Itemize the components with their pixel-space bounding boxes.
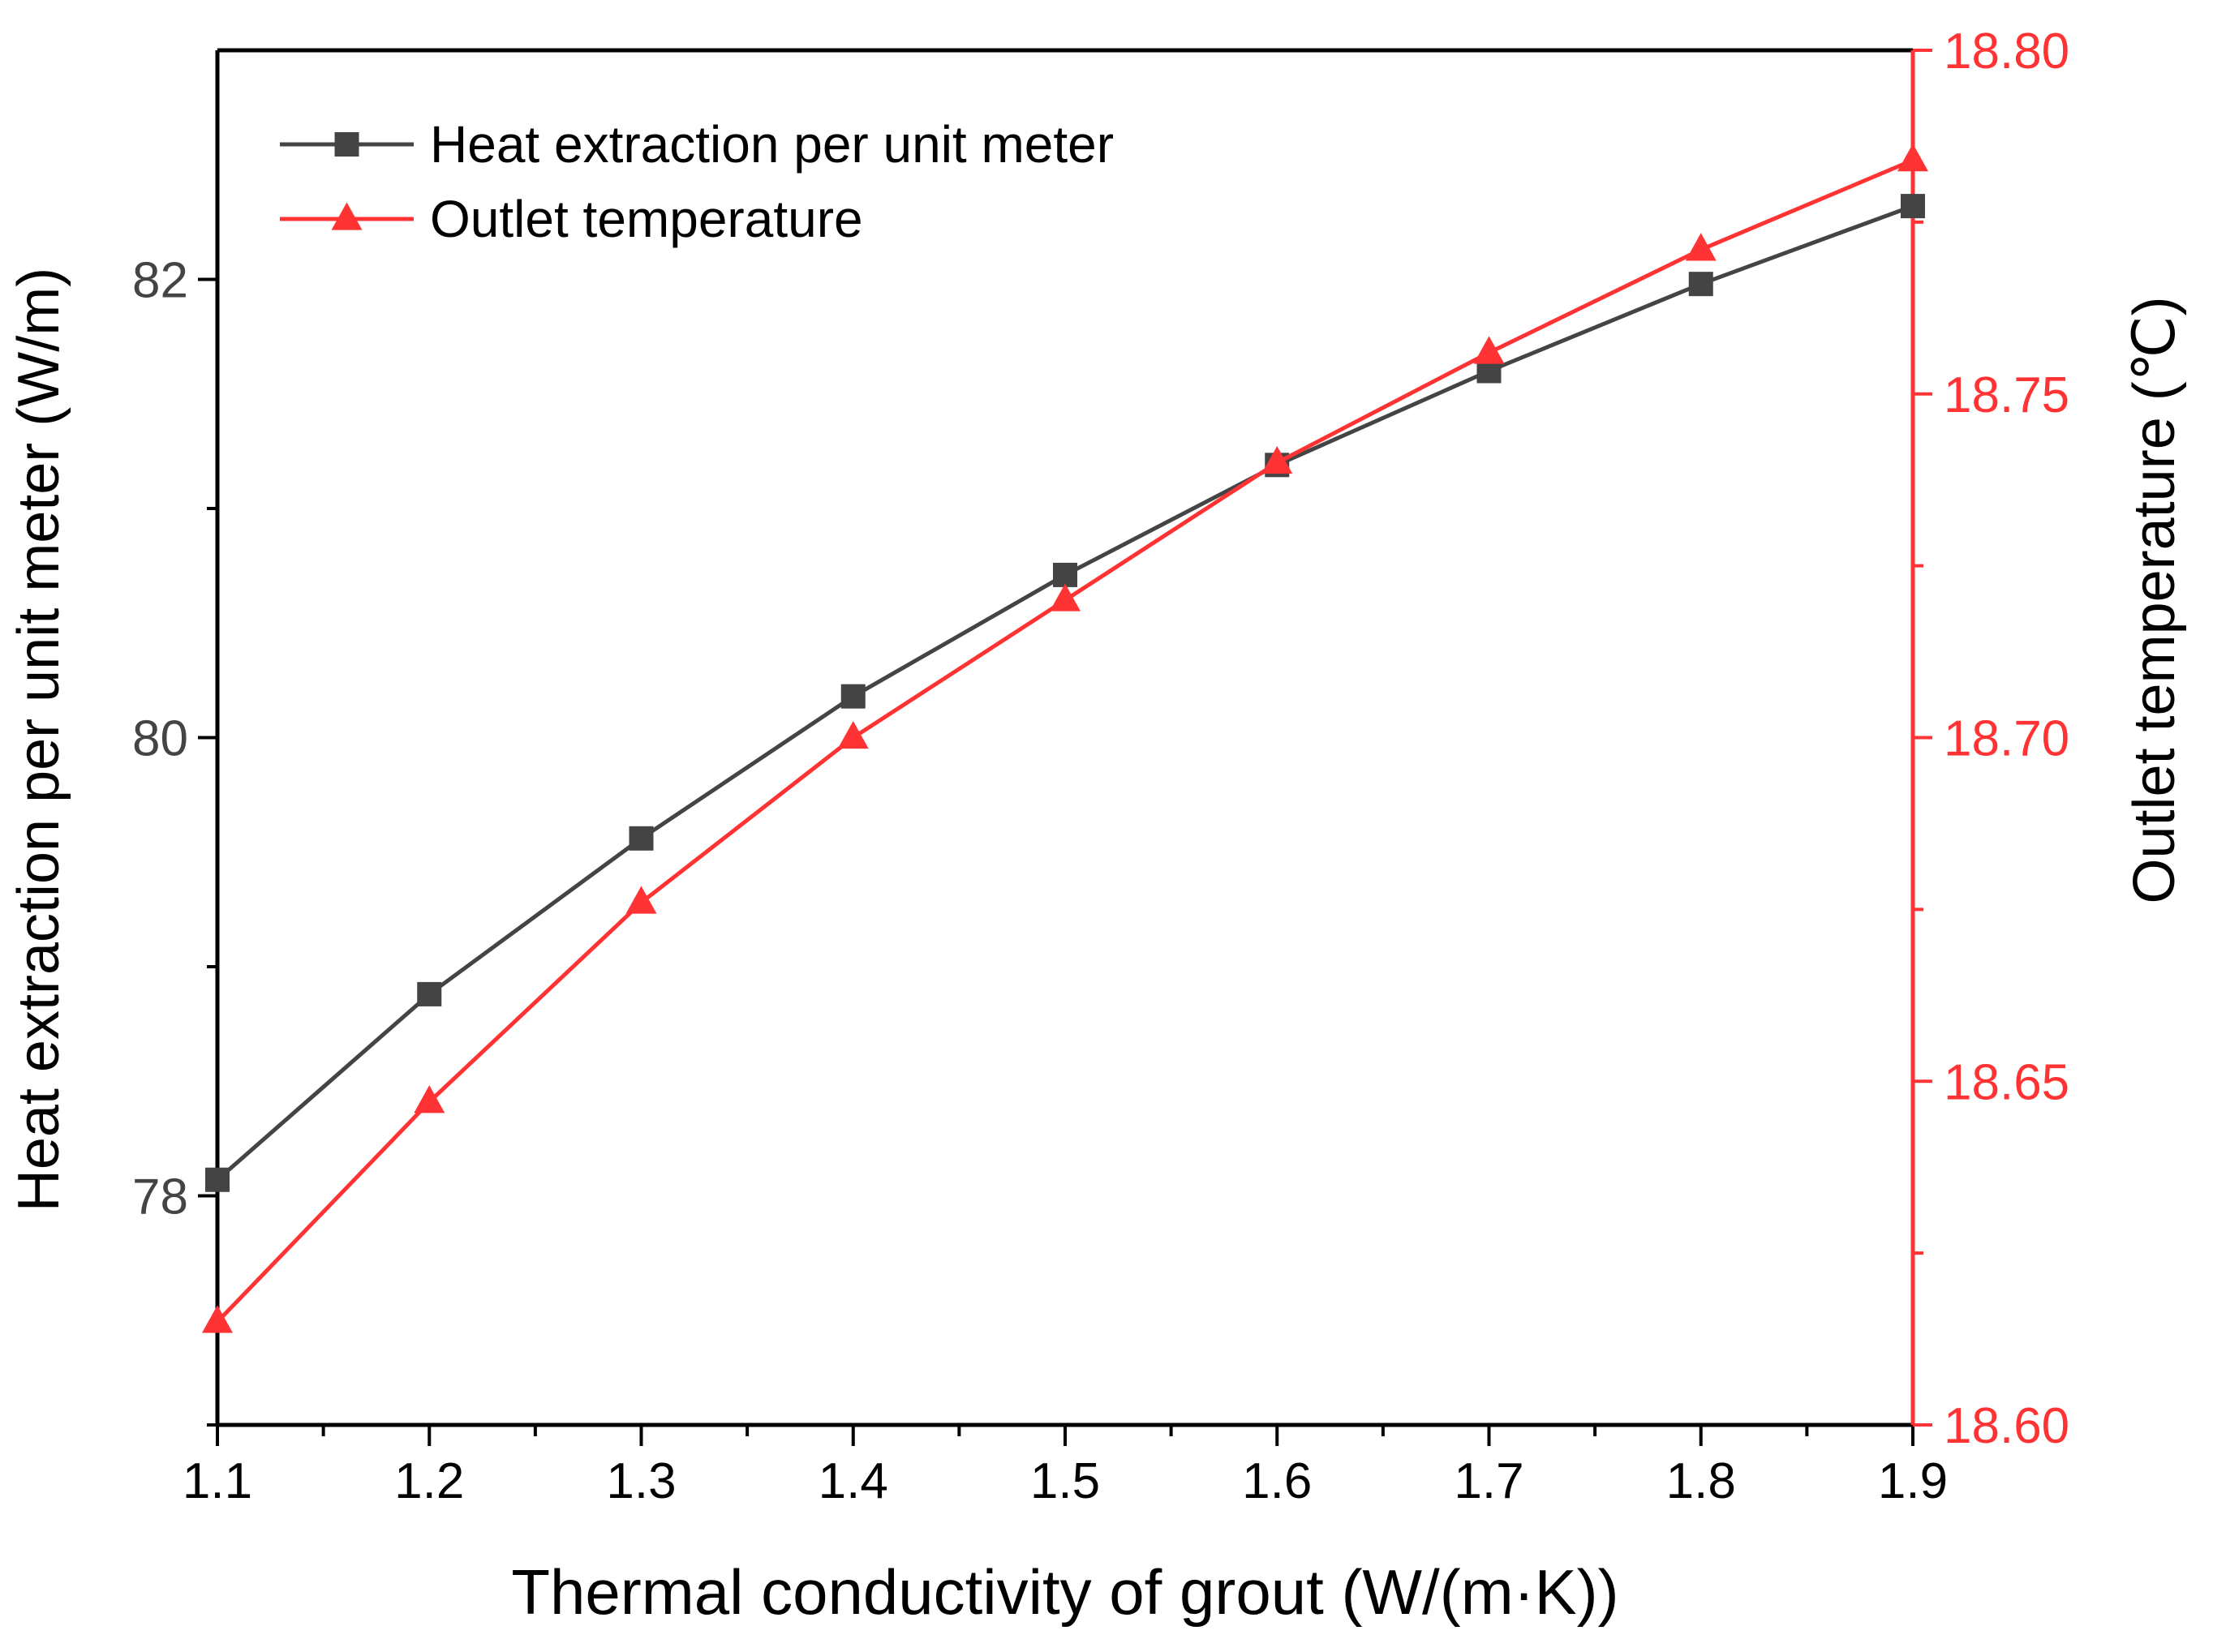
data-point-triangle (1473, 336, 1505, 364)
data-point-triangle (1685, 233, 1717, 261)
data-point-square (1901, 194, 1925, 219)
legend: Heat extraction per unit meter Outlet tem… (280, 115, 1114, 248)
legend-entry-1: Heat extraction per unit meter (280, 115, 1114, 174)
data-point-triangle (414, 1085, 445, 1113)
x-tick-label: 1.6 (1242, 1453, 1312, 1509)
x-tick-label: 1.2 (394, 1453, 464, 1509)
y-right-tick-label: 18.70 (1944, 711, 2069, 767)
y-right-tick-label: 18.60 (1944, 1398, 2069, 1454)
data-point-square (417, 981, 442, 1006)
legend-marker-triangle (331, 202, 363, 230)
data-point-square (629, 826, 654, 851)
y-axis-left-title: Heat extraction per unit meter (W/m) (6, 268, 71, 1212)
data-point-triangle (202, 1305, 233, 1333)
y-right-tick-label: 18.80 (1944, 24, 2069, 79)
data-point-square (1053, 562, 1077, 587)
y-left-tick-label: 80 (132, 711, 188, 767)
x-axis-title: Thermal conductivity of grout (W/(m·K)) (511, 1556, 1618, 1628)
x-tick-label: 1.8 (1666, 1453, 1736, 1509)
y-left-tick-label: 78 (132, 1169, 188, 1225)
data-point-square (1688, 272, 1713, 297)
data-point-triangle (1897, 144, 1928, 172)
y-right-tick-label: 18.65 (1944, 1054, 2069, 1110)
y-left-tick-label: 82 (132, 253, 188, 309)
x-tick-label: 1.9 (1878, 1453, 1948, 1509)
data-point-square (205, 1167, 230, 1192)
data-point-triangle (1050, 583, 1081, 611)
x-tick-label: 1.7 (1454, 1453, 1523, 1509)
x-tick-label: 1.1 (183, 1453, 252, 1509)
series-line (216, 204, 1914, 1182)
data-point-triangle (1261, 445, 1293, 474)
y-right-tick-label: 18.75 (1944, 367, 2069, 423)
data-point-square (840, 684, 866, 709)
plot-series (202, 144, 1928, 1333)
series-1 (205, 194, 1925, 1192)
data-point-triangle (625, 886, 657, 914)
legend-marker-square (334, 132, 359, 157)
data-point-triangle (837, 720, 869, 749)
legend-label: Outlet temperature (430, 190, 863, 248)
y-axis-right-title: Outlet temperature (℃) (2122, 296, 2187, 903)
series-2 (202, 144, 1928, 1333)
series-line (216, 158, 1914, 1324)
x-tick-label: 1.4 (819, 1453, 888, 1509)
x-tick-label: 1.3 (606, 1453, 676, 1509)
legend-entry-2: Outlet temperature (280, 190, 863, 248)
x-tick-label: 1.5 (1030, 1453, 1100, 1509)
legend-label: Heat extraction per unit meter (430, 115, 1114, 174)
axes: 1.1 1.2 1.3 1.4 1.5 1.6 1.7 1.8 1.9 78 80 82 18.60 18… (132, 24, 2069, 1509)
